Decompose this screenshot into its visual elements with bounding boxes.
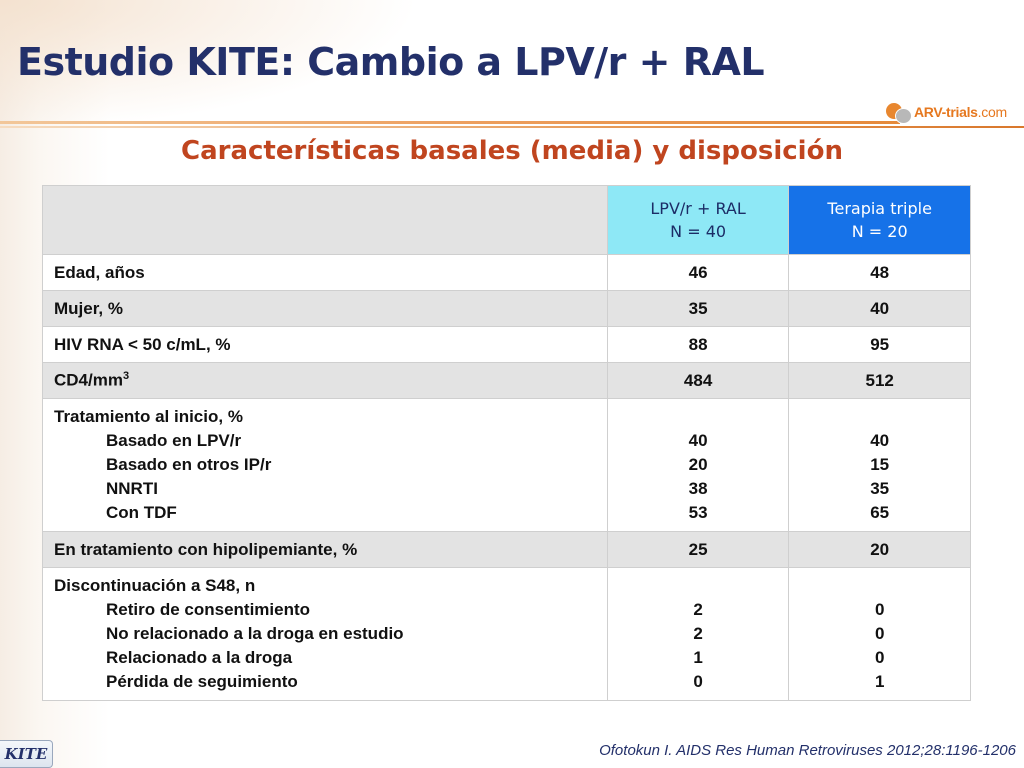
cell-value: 46	[606, 254, 790, 291]
row-label: Mujer, %	[42, 290, 608, 327]
cell-value: 40	[788, 290, 971, 327]
cell-value: 512	[788, 362, 971, 399]
table-row: Edad, años 46 48	[42, 254, 971, 291]
table-title: Características basales (media) y dispos…	[181, 136, 843, 166]
citation: Ofotokun I. AIDS Res Human Retroviruses …	[599, 742, 1016, 759]
table-row-group: Tratamiento al inicio, % Basado en LPV/r…	[42, 398, 971, 532]
table-row: Mujer, % 35 40	[42, 290, 971, 327]
row-label: CD4/mm3	[42, 362, 608, 399]
row-label-group: Discontinuación a S48, n Retiro de conse…	[42, 567, 608, 701]
baseline-characteristics-table: LPV/r + RAL N = 40 Terapia triple N = 20…	[42, 185, 971, 701]
table-row: En tratamiento con hipolipemiante, % 25 …	[42, 531, 971, 568]
cell-value-group: 0 0 0 1	[788, 567, 971, 701]
column-header-terapia-triple: Terapia triple N = 20	[788, 185, 971, 255]
table-row: CD4/mm3 484 512	[42, 362, 971, 399]
logo-bubbles-icon	[884, 101, 912, 124]
cell-value-group: 2 2 1 0	[606, 567, 790, 701]
group-label: Tratamiento al inicio, %	[54, 407, 243, 426]
row-label: En tratamiento con hipolipemiante, %	[42, 531, 608, 568]
sub-label: Basado en LPV/r	[106, 431, 242, 450]
row-label: Edad, años	[42, 254, 608, 291]
arv-trials-logo: ARV-trials.com	[884, 97, 1014, 127]
corner-decoration	[0, 0, 420, 130]
cell-value-group: 40 15 35 65	[788, 398, 971, 532]
sub-label: Pérdida de seguimiento	[106, 672, 298, 691]
logo-text: ARV-trials.com	[914, 104, 1007, 120]
header-blank-cell	[42, 185, 608, 255]
cell-value: 25	[606, 531, 790, 568]
table-row-group: Discontinuación a S48, n Retiro de conse…	[42, 567, 971, 701]
sub-label: No relacionado a la droga en estudio	[106, 624, 404, 643]
cell-value: 88	[606, 326, 790, 363]
study-tag: KITE	[0, 740, 53, 768]
cell-value: 35	[606, 290, 790, 327]
slide-title: Estudio KITE: Cambio a LPV/r + RAL	[17, 40, 765, 84]
sub-label: Basado en otros IP/r	[106, 455, 272, 474]
row-label-group: Tratamiento al inicio, % Basado en LPV/r…	[42, 398, 608, 532]
row-label: HIV RNA < 50 c/mL, %	[42, 326, 608, 363]
table-row: HIV RNA < 50 c/mL, % 88 95	[42, 326, 971, 363]
header-rule	[0, 121, 900, 124]
header-rule-secondary	[0, 126, 1024, 128]
sub-label: Relacionado a la droga	[106, 648, 293, 667]
sub-label: Con TDF	[106, 503, 177, 522]
sub-label: NNRTI	[106, 479, 158, 498]
group-label: Discontinuación a S48, n	[54, 576, 256, 595]
cell-value: 20	[788, 531, 971, 568]
table-header-row: LPV/r + RAL N = 40 Terapia triple N = 20	[42, 185, 971, 255]
sub-label: Retiro de consentimiento	[106, 600, 311, 619]
cell-value: 48	[788, 254, 971, 291]
cell-value: 484	[606, 362, 790, 399]
cell-value: 95	[788, 326, 971, 363]
cell-value-group: 40 20 38 53	[606, 398, 790, 532]
column-header-lpvr-ral: LPV/r + RAL N = 40	[606, 185, 790, 255]
